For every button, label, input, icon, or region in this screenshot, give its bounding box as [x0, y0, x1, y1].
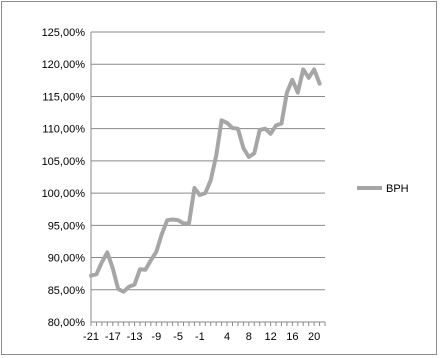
x-tick-label: 16 [286, 331, 298, 343]
y-tick-label: 110,00% [42, 124, 85, 136]
x-tick-label: -5 [173, 331, 183, 343]
y-tick-label: 125,00% [42, 27, 86, 39]
x-tick-label: 8 [246, 331, 252, 343]
series-line-bph [89, 67, 322, 294]
line-chart: 80,00% 85,00% 90,00% 95,00% 100,00% 105,00% 11… [42, 27, 409, 343]
legend-label: BPH [386, 183, 409, 195]
x-tick-label: -17 [105, 331, 121, 343]
x-tick-label: 4 [224, 331, 230, 343]
x-tick-label: 20 [308, 331, 320, 343]
chart-area: 80,00% 85,00% 90,00% 95,00% 100,00% 105,00% 11… [1, 1, 437, 355]
y-tick-label: 90,00% [48, 253, 86, 265]
y-tick-label: 95,00% [48, 220, 86, 232]
y-tick-label: 120,00% [42, 59, 86, 71]
x-tick-label: -13 [127, 331, 143, 343]
x-tick-label: 12 [264, 331, 276, 343]
y-tick-label: 105,00% [42, 156, 86, 168]
y-tick-label: 100,00% [42, 188, 86, 200]
x-tick-label: -9 [151, 331, 161, 343]
x-tick-label: -1 [195, 331, 205, 343]
y-tick-label: 85,00% [48, 285, 86, 297]
y-tick-label: 115,00% [42, 91, 85, 103]
y-tick-label: 80,00% [48, 317, 86, 329]
x-tick-label: -21 [83, 331, 99, 343]
